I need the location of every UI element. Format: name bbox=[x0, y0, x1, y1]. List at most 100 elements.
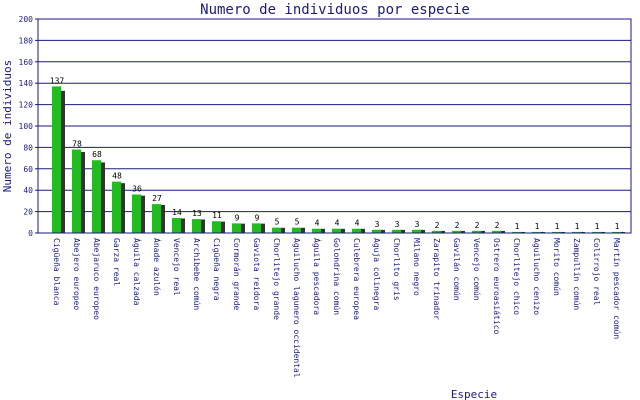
bar bbox=[172, 218, 181, 233]
category-label: Garza real bbox=[112, 238, 121, 286]
bar bbox=[212, 221, 221, 233]
plot-frame bbox=[37, 18, 632, 234]
category-label: Gavilán común bbox=[452, 238, 461, 301]
bar-shadow bbox=[140, 195, 145, 233]
bar bbox=[152, 204, 161, 233]
bar bbox=[112, 181, 121, 233]
category-label: Chorlitejo grande bbox=[272, 238, 281, 320]
bar bbox=[352, 228, 361, 233]
bar bbox=[552, 231, 561, 233]
category-label: Cigüeña blanca bbox=[52, 238, 61, 306]
bar bbox=[192, 219, 201, 233]
category-label: Vencejo común bbox=[472, 238, 481, 301]
bar-shadow bbox=[100, 162, 105, 233]
bar-shadow bbox=[260, 223, 265, 233]
bar-shadow bbox=[340, 228, 345, 233]
category-label: Ostrero euroasiático bbox=[492, 238, 501, 335]
bar bbox=[612, 231, 621, 233]
value-label: 1 bbox=[615, 222, 620, 231]
y-axis-ticks: 0 20 40 60 80 100 120 140 160 180 200 bbox=[19, 15, 38, 238]
y-tick-label: 60 bbox=[23, 165, 33, 174]
value-label: 4 bbox=[335, 219, 340, 228]
value-label: 48 bbox=[112, 172, 122, 181]
value-label: 2 bbox=[435, 221, 440, 230]
bar bbox=[92, 160, 101, 233]
category-label: Martín pescador común bbox=[612, 238, 621, 339]
bar bbox=[272, 227, 281, 233]
value-label: 1 bbox=[575, 222, 580, 231]
category-label: Zampullín común bbox=[572, 238, 581, 310]
value-label: 9 bbox=[235, 213, 240, 222]
bars bbox=[52, 86, 625, 233]
bar bbox=[312, 228, 321, 233]
value-label: 1 bbox=[595, 222, 600, 231]
bar bbox=[72, 149, 81, 233]
value-label: 11 bbox=[212, 211, 222, 220]
bar-shadow bbox=[500, 230, 505, 233]
category-labels: Cigüeña blanca Abejero europeo Abejaruco e… bbox=[52, 238, 621, 378]
value-label: 2 bbox=[495, 221, 500, 230]
bar-shadow bbox=[420, 229, 425, 233]
value-label: 27 bbox=[152, 194, 162, 203]
y-tick-label: 120 bbox=[19, 101, 34, 110]
category-label: Golondrina común bbox=[332, 238, 341, 315]
bar bbox=[52, 86, 61, 233]
value-label: 68 bbox=[92, 150, 102, 159]
value-label: 137 bbox=[50, 76, 65, 85]
y-tick-label: 180 bbox=[19, 36, 34, 45]
category-label: Milano negro bbox=[412, 238, 421, 296]
value-label: 13 bbox=[192, 209, 202, 218]
bar-shadow bbox=[400, 229, 405, 233]
bar-shadow bbox=[160, 204, 165, 233]
category-label: Ánade azulón bbox=[152, 238, 163, 296]
value-label: 36 bbox=[132, 184, 142, 193]
bar-shadow bbox=[460, 230, 465, 233]
category-label: Abejero europeo bbox=[72, 238, 81, 310]
category-label: Aguilucho cenizo bbox=[532, 238, 541, 315]
y-axis-label: Numero de individuos bbox=[1, 60, 14, 192]
category-label: Culebrera europea bbox=[352, 238, 361, 320]
bar-shadow bbox=[600, 231, 605, 233]
bar-shadow bbox=[620, 231, 625, 233]
bar-shadow bbox=[80, 152, 85, 233]
y-tick-label: 160 bbox=[19, 58, 34, 67]
value-label: 3 bbox=[395, 220, 400, 229]
category-label: Chorlitejo chico bbox=[512, 238, 521, 315]
category-label: Aguja colinegra bbox=[372, 238, 381, 310]
bar-shadow bbox=[240, 223, 245, 233]
bar-shadow bbox=[560, 231, 565, 233]
gridlines bbox=[38, 18, 631, 234]
category-label: Chorlito gris bbox=[392, 238, 401, 301]
bar-shadow bbox=[520, 231, 525, 233]
bar-shadow bbox=[280, 227, 285, 233]
bar bbox=[532, 231, 541, 233]
bar-shadow bbox=[220, 221, 225, 233]
bar-shadow bbox=[380, 229, 385, 233]
bar bbox=[432, 230, 441, 233]
value-label: 5 bbox=[295, 218, 300, 227]
bar-shadow bbox=[60, 90, 65, 233]
bar-shadow bbox=[300, 227, 305, 233]
y-tick-label: 80 bbox=[23, 143, 33, 152]
bar-shadow bbox=[440, 230, 445, 233]
y-tick-label: 140 bbox=[19, 79, 34, 88]
value-label: 3 bbox=[415, 220, 420, 229]
y-tick-label: 100 bbox=[19, 122, 34, 131]
bar bbox=[292, 227, 301, 233]
category-label: Cigüeña negra bbox=[212, 238, 221, 301]
category-label: Águila pescadora bbox=[312, 238, 323, 315]
y-tick-label: 20 bbox=[23, 208, 33, 217]
bar bbox=[592, 231, 601, 233]
category-label: Morito común bbox=[552, 238, 561, 296]
value-label: 1 bbox=[535, 222, 540, 231]
bar-shadow bbox=[360, 228, 365, 233]
y-tick-label: 0 bbox=[28, 229, 33, 238]
category-label: Abejaruco europeo bbox=[92, 238, 101, 320]
bar bbox=[452, 230, 461, 233]
value-label: 4 bbox=[355, 219, 360, 228]
bar-shadow bbox=[200, 219, 205, 233]
category-label: Cormorán grande bbox=[232, 238, 241, 310]
category-label: Zarapito trinador bbox=[432, 238, 441, 320]
bar bbox=[332, 228, 341, 233]
bar-shadow bbox=[480, 230, 485, 233]
